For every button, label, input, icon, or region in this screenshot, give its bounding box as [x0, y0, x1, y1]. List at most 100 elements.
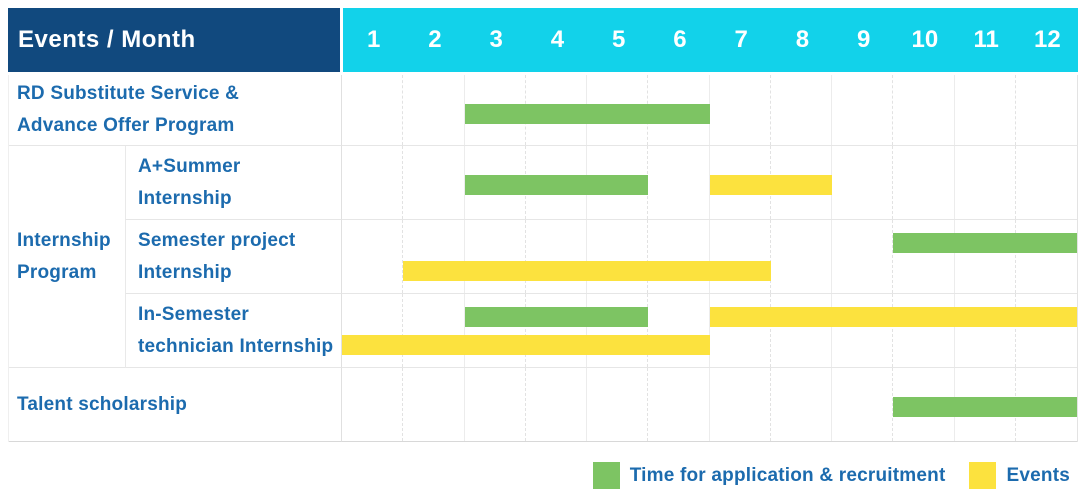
gantt-bar-recruitment: [464, 104, 710, 124]
month-gridline: [955, 146, 1016, 219]
legend-label-recruitment: Time for application & recruitment: [629, 464, 946, 486]
row-label-a-summer-internship: A+Summer Internship: [125, 146, 341, 220]
row-label-line: Semester project: [138, 229, 296, 251]
month-gridline: [587, 220, 649, 293]
month-gridline: [832, 220, 894, 293]
months-header: 1 2 3 4 5 6 7 8 9 10 11 12: [343, 8, 1078, 72]
chart-row-a-summer-internship: [341, 146, 1077, 220]
chart-row-in-semester-technician-internship: [341, 294, 1077, 368]
month-gridline: [955, 220, 1016, 293]
legend-swatch-recruitment: [592, 462, 620, 489]
gantt-bar-recruitment: [893, 397, 1077, 417]
month-gridline: [710, 75, 771, 145]
events-month-header-cell: Events / Month: [8, 8, 340, 72]
month-gridline: [893, 75, 955, 145]
month-label: 6: [673, 26, 687, 53]
group-label-line: Internship: [17, 229, 111, 251]
chart-row-talent-scholarship: [341, 368, 1077, 442]
table-body: RD Substitute Service & Advance Offer Pr…: [8, 75, 1078, 442]
row-label-line: Talent scholarship: [17, 393, 188, 415]
month-gridline: [403, 220, 465, 293]
month-gridline: [526, 294, 587, 367]
month-gridline: [342, 294, 404, 367]
month-gridline: [403, 294, 465, 367]
month-gridline: [832, 294, 894, 367]
month-gridline: [710, 294, 771, 367]
month-gridline: [832, 146, 894, 219]
month-label: 3: [489, 26, 503, 53]
gantt-bar-events: [342, 335, 710, 355]
row-label-line: RD Substitute Service &: [17, 83, 240, 104]
row-label-line: Internship: [138, 187, 232, 209]
month-gridline: [832, 75, 894, 145]
row-label-in-semester-technician-internship: In-Semester technician Internship: [125, 294, 341, 368]
month-gridline: [403, 146, 465, 219]
row-label-line: Advance Offer Program: [17, 115, 235, 136]
month-gridline: [587, 368, 649, 441]
month-label: 10: [911, 26, 939, 53]
month-gridline: [710, 220, 771, 293]
month-gridline: [403, 75, 465, 145]
month-label: 5: [611, 26, 626, 53]
month-gridline: [710, 368, 771, 441]
table-title: Events / Month: [18, 26, 196, 53]
gantt-bar-events: [709, 175, 832, 195]
month-gridline: [403, 368, 465, 441]
gantt-bar-recruitment: [893, 233, 1077, 253]
row-label-line: In-Semester: [138, 303, 249, 325]
chart-row-semester-project-internship: [341, 220, 1077, 294]
month-gridline: [526, 220, 587, 293]
table-header-row: Events / Month 1 2 3 4 5 6 7 8 9 10 11 12: [8, 8, 1078, 72]
month-label: 7: [734, 26, 748, 53]
month-gridline: [1016, 75, 1077, 145]
month-gridline: [893, 220, 955, 293]
group-label-internship-program: Internship Program: [9, 146, 125, 368]
month-gridline: [342, 75, 404, 145]
row-label-semester-project-internship: Semester project Internship: [125, 220, 341, 294]
month-gridline: [465, 368, 526, 441]
month-gridline: [771, 220, 832, 293]
month-gridline: [648, 294, 710, 367]
month-gridline: [893, 146, 955, 219]
month-gridline: [526, 368, 587, 441]
month-gridline: [342, 146, 404, 219]
month-gridline: [893, 294, 955, 367]
month-gridline: [587, 294, 649, 367]
month-gridline: [648, 220, 710, 293]
row-label-rd-substitute-service: RD Substitute Service & Advance Offer Pr…: [9, 75, 341, 146]
month-label: 4: [550, 26, 565, 53]
legend-label-events: Events: [1006, 464, 1070, 486]
legend: Time for application & recruitment Event…: [592, 462, 1070, 489]
month-label: 9: [856, 26, 871, 53]
month-label: 8: [795, 26, 810, 53]
month-gridline: [1016, 294, 1077, 367]
gantt-bar-events: [709, 307, 1077, 327]
legend-swatch-events: [969, 462, 997, 489]
month-label: 2: [428, 26, 442, 53]
month-gridline: [771, 368, 832, 441]
month-gridline: [1016, 220, 1077, 293]
month-gridline: [955, 75, 1016, 145]
month-gridline: [771, 75, 832, 145]
month-gridline: [648, 368, 710, 441]
row-label-talent-scholarship: Talent scholarship: [9, 368, 341, 442]
month-gridline: [465, 294, 526, 367]
month-gridline: [342, 220, 404, 293]
chart-row-rd-substitute-service: [341, 75, 1077, 146]
month-gridline: [465, 220, 526, 293]
gantt-bar-recruitment: [464, 307, 649, 327]
month-label: 12: [1034, 26, 1061, 53]
month-gridline: [342, 368, 404, 441]
month-gridline: [832, 368, 894, 441]
month-gridline: [955, 294, 1016, 367]
gantt-bar-events: [403, 261, 771, 281]
row-label-line: technician Internship: [138, 335, 334, 357]
row-label-line: Internship: [138, 261, 232, 283]
month-gridline: [771, 294, 832, 367]
month-gridline: [648, 146, 710, 219]
month-gridline: [1016, 146, 1077, 219]
group-label-line: Program: [17, 261, 97, 283]
month-label: 11: [973, 26, 999, 53]
gantt-bar-recruitment: [464, 175, 649, 195]
